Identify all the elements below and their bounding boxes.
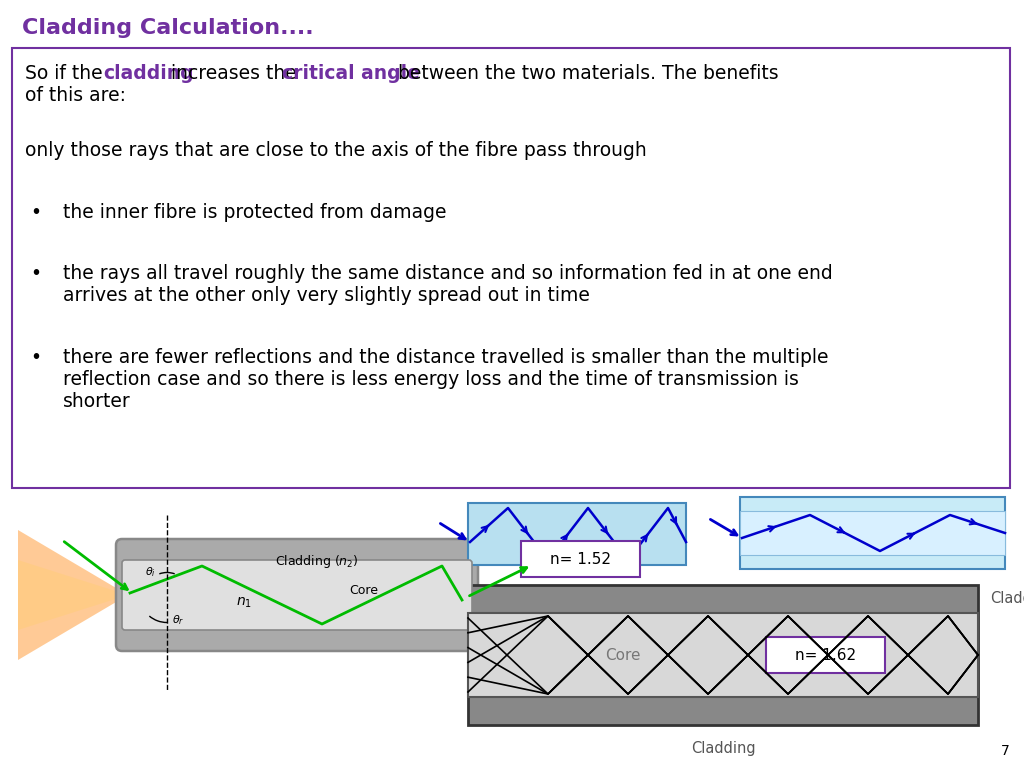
Text: Core: Core bbox=[605, 647, 641, 663]
Text: critical angle: critical angle bbox=[283, 64, 420, 83]
Bar bbox=[468, 503, 686, 565]
FancyBboxPatch shape bbox=[116, 539, 478, 651]
Text: the inner fibre is protected from damage: the inner fibre is protected from damage bbox=[63, 203, 446, 222]
Text: Cladding Calculation....: Cladding Calculation.... bbox=[22, 18, 313, 38]
Text: increases the: increases the bbox=[166, 64, 303, 83]
Text: there are fewer reflections and the distance travelled is smaller than the multi: there are fewer reflections and the dist… bbox=[63, 348, 828, 367]
FancyBboxPatch shape bbox=[766, 637, 885, 673]
Text: reflection case and so there is less energy loss and the time of transmission is: reflection case and so there is less ene… bbox=[63, 370, 799, 389]
Text: $\theta_r$: $\theta_r$ bbox=[172, 613, 184, 627]
Text: n= 1.62: n= 1.62 bbox=[795, 647, 856, 663]
Text: arrives at the other only very slightly spread out in time: arrives at the other only very slightly … bbox=[63, 286, 590, 305]
Text: cladding: cladding bbox=[103, 64, 194, 83]
FancyBboxPatch shape bbox=[521, 541, 640, 577]
Bar bbox=[468, 613, 978, 697]
Text: of this are:: of this are: bbox=[25, 86, 126, 105]
Text: Cladding: Cladding bbox=[990, 591, 1024, 607]
Text: •: • bbox=[30, 348, 41, 367]
Bar bbox=[468, 585, 978, 725]
Polygon shape bbox=[18, 530, 128, 660]
Text: Cladding: Cladding bbox=[690, 741, 756, 756]
Text: shorter: shorter bbox=[63, 392, 131, 411]
Text: $\theta_i$: $\theta_i$ bbox=[145, 565, 156, 579]
Text: the rays all travel roughly the same distance and so information fed in at one e: the rays all travel roughly the same dis… bbox=[63, 264, 833, 283]
Text: •: • bbox=[30, 264, 41, 283]
Text: •: • bbox=[30, 203, 41, 222]
Text: $n_1$: $n_1$ bbox=[237, 596, 253, 611]
Text: Cladding ($n_2$): Cladding ($n_2$) bbox=[275, 553, 358, 570]
Text: 7: 7 bbox=[1001, 744, 1010, 758]
Text: Core: Core bbox=[349, 584, 379, 597]
FancyBboxPatch shape bbox=[122, 560, 472, 630]
Bar bbox=[12, 48, 1010, 488]
Text: between the two materials. The benefits: between the two materials. The benefits bbox=[391, 64, 778, 83]
Bar bbox=[740, 497, 1005, 569]
Text: only those rays that are close to the axis of the fibre pass through: only those rays that are close to the ax… bbox=[25, 141, 647, 160]
Bar bbox=[740, 511, 1005, 555]
Text: So if the: So if the bbox=[25, 64, 109, 83]
Polygon shape bbox=[18, 560, 128, 630]
Text: n= 1.52: n= 1.52 bbox=[550, 551, 611, 567]
